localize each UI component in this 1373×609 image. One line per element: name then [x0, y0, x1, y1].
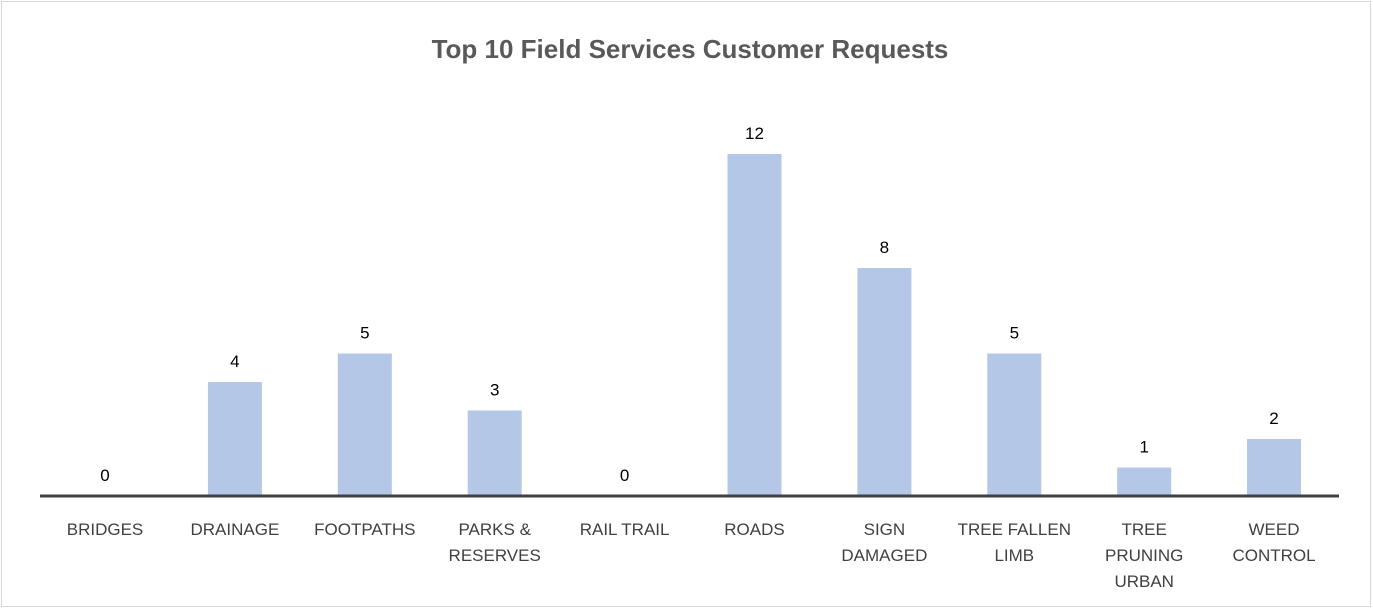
category-label-line: BRIDGES [67, 520, 144, 539]
data-label-9: 1 [1139, 438, 1148, 457]
data-label-1: 0 [100, 466, 109, 485]
bars-group [207, 154, 1301, 496]
category-label-line: FOOTPATHS [314, 520, 415, 539]
bar-4 [467, 410, 522, 496]
category-label-line: SIGN [864, 520, 906, 539]
category-label-4: PARKS & RESERVES [449, 520, 541, 565]
category-label-3: FOOTPATHS [314, 520, 415, 539]
category-label-line: ROADS [724, 520, 784, 539]
bar-10 [1247, 439, 1301, 496]
bar-2 [207, 382, 262, 496]
category-labels-group: BRIDGES DRAINAGE FOOTPATHS PARKS & RESERVES R… [67, 520, 1316, 591]
category-label-9: TREE PRUNING URBAN [1105, 520, 1183, 591]
data-label-2: 4 [230, 352, 239, 371]
chart-title: Top 10 Field Services Customer Requests [432, 34, 949, 64]
bar-6 [727, 154, 782, 496]
category-label-line: WEED [1249, 520, 1300, 539]
category-label-line: DRAINAGE [191, 520, 280, 539]
bar-9 [1117, 467, 1172, 496]
category-label-line: PRUNING [1105, 546, 1183, 565]
category-label-line: TREE FALLEN [958, 520, 1071, 539]
category-label-line: CONTROL [1232, 546, 1315, 565]
bar-7 [857, 268, 912, 496]
category-label-7: SIGN DAMAGED [841, 520, 927, 565]
category-label-6: ROADS [724, 520, 784, 539]
category-label-line: TREE [1122, 520, 1167, 539]
category-label-1: BRIDGES [67, 520, 144, 539]
data-label-5: 0 [620, 466, 629, 485]
data-label-10: 2 [1269, 409, 1278, 428]
category-label-line: RESERVES [449, 546, 541, 565]
category-label-10: WEED CONTROL [1232, 520, 1315, 565]
bar-8 [987, 353, 1042, 496]
category-label-line: RAIL TRAIL [580, 520, 670, 539]
category-label-8: TREE FALLEN LIMB [958, 520, 1071, 565]
category-label-2: DRAINAGE [191, 520, 280, 539]
data-label-8: 5 [1010, 324, 1019, 343]
category-label-line: PARKS & [458, 520, 531, 539]
data-label-7: 8 [880, 238, 889, 257]
data-label-6: 12 [745, 124, 764, 143]
category-label-5: RAIL TRAIL [580, 520, 670, 539]
data-label-3: 5 [360, 324, 369, 343]
category-label-line: LIMB [994, 546, 1034, 565]
category-label-line: DAMAGED [841, 546, 927, 565]
category-label-line: URBAN [1114, 572, 1174, 591]
bar-3 [337, 353, 392, 496]
data-label-4: 3 [490, 381, 499, 400]
